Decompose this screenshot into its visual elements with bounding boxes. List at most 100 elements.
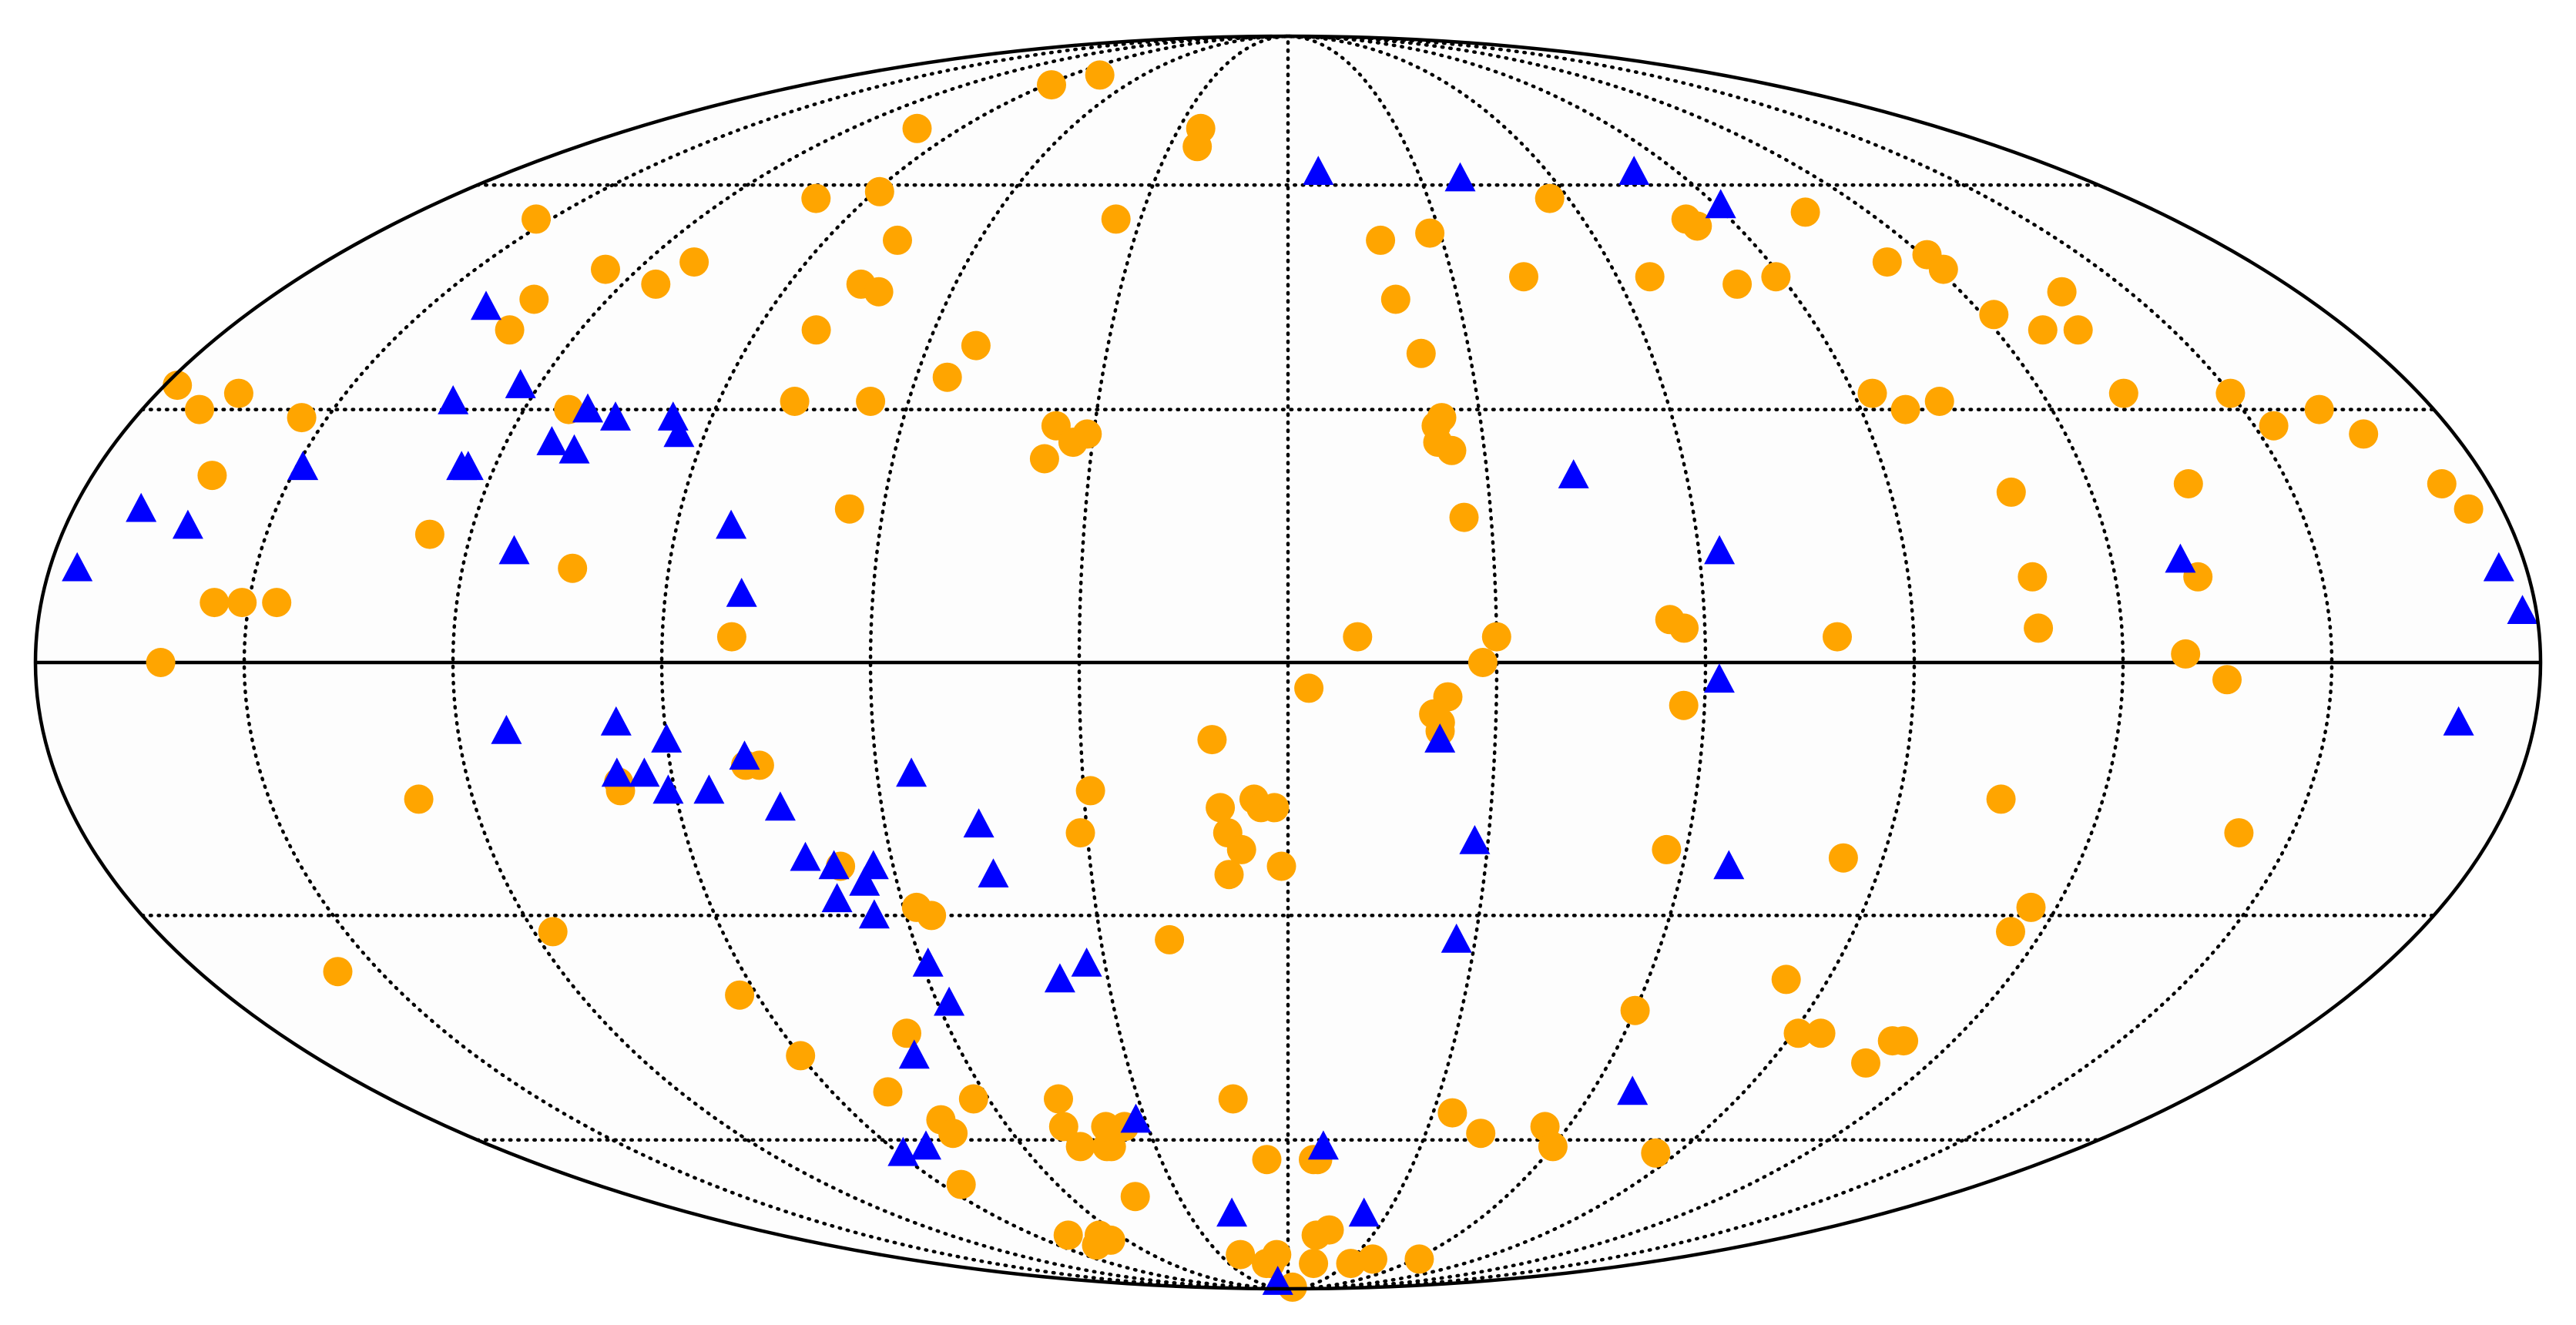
circle-data-point xyxy=(1509,262,1538,292)
circle-data-point xyxy=(2349,419,2379,449)
triangle-data-point xyxy=(849,866,880,896)
triangle-data-point xyxy=(1120,1103,1152,1133)
triangle-data-point xyxy=(600,401,631,431)
circle-data-point xyxy=(1366,225,1396,255)
circle-data-point xyxy=(716,622,746,652)
circle-data-point xyxy=(2108,378,2138,408)
meridian-line xyxy=(1286,34,2334,1291)
circle-data-point xyxy=(1343,622,1373,652)
triangle-data-point xyxy=(491,715,522,744)
circle-data-point xyxy=(946,1169,976,1199)
circle-data-point xyxy=(2215,378,2246,408)
circle-data-point xyxy=(1186,113,1216,143)
circle-data-point xyxy=(641,269,671,299)
circle-data-point xyxy=(1433,682,1463,712)
circle-data-point xyxy=(1857,378,1887,408)
triangle-data-point xyxy=(963,808,995,838)
triangle-data-point xyxy=(471,290,501,320)
circle-data-point xyxy=(2028,315,2058,345)
triangle-data-point xyxy=(498,535,530,565)
circle-data-point xyxy=(1259,793,1290,823)
circle-data-point xyxy=(1890,394,1920,424)
circle-data-point xyxy=(223,378,253,408)
circle-data-point xyxy=(227,588,257,618)
circle-data-point xyxy=(2171,639,2201,669)
circle-data-point xyxy=(1979,300,2009,330)
meridian-line xyxy=(451,34,1290,1291)
circle-data-point xyxy=(323,957,353,987)
triangle-data-point xyxy=(452,451,484,481)
circle-data-point xyxy=(1072,419,1102,449)
meridian-line xyxy=(242,34,1290,1291)
circle-data-point xyxy=(1652,834,1682,864)
circle-data-point xyxy=(1467,648,1498,677)
circle-data-point xyxy=(2016,892,2046,922)
meridian-line xyxy=(1286,34,1708,1291)
circle-data-point xyxy=(1299,1249,1329,1279)
triangle-data-point xyxy=(1216,1197,1248,1227)
circle-data-point xyxy=(932,362,962,392)
circle-data-point xyxy=(538,917,568,947)
circle-data-point xyxy=(1437,1098,1467,1128)
circle-data-point xyxy=(1806,1018,1836,1048)
circle-data-point xyxy=(1044,1084,1073,1114)
circle-data-point xyxy=(1466,1119,1496,1149)
circle-data-point xyxy=(1266,851,1296,881)
circle-data-point xyxy=(2212,665,2242,695)
circle-data-point xyxy=(1924,387,1954,416)
triangle-data-point xyxy=(652,774,684,804)
triangle-data-point xyxy=(1704,535,1736,565)
triangle-data-point xyxy=(726,578,757,607)
triangle-data-point xyxy=(1348,1197,1380,1227)
triangle-data-point xyxy=(505,369,536,398)
triangle-data-point xyxy=(764,791,796,821)
circle-data-point xyxy=(1065,818,1095,848)
circle-data-point xyxy=(2024,613,2054,643)
circle-data-point xyxy=(146,648,176,677)
triangle-data-point xyxy=(536,426,568,455)
circle-data-point xyxy=(1294,673,1324,703)
circle-data-point xyxy=(1669,690,1699,720)
circle-data-point xyxy=(1535,183,1565,213)
circle-data-point xyxy=(864,277,894,307)
circle-data-point xyxy=(1449,502,1479,532)
triangle-data-point xyxy=(558,434,590,464)
triangle-data-point xyxy=(1705,189,1736,219)
triangle-data-point xyxy=(2507,595,2538,624)
triangle-data-point xyxy=(978,858,1009,887)
circle-data-point xyxy=(1641,1138,1671,1168)
triangle-data-point xyxy=(1441,923,1472,953)
circle-data-point xyxy=(1823,622,1852,652)
circle-data-point xyxy=(1771,964,1801,995)
circle-data-point xyxy=(1928,254,1958,284)
circle-data-point xyxy=(558,553,588,583)
circle-data-point xyxy=(1120,1182,1150,1212)
circle-data-point xyxy=(1095,1225,1125,1255)
circle-data-point xyxy=(834,494,864,524)
circle-data-point xyxy=(958,1084,988,1114)
data-markers xyxy=(62,60,2538,1302)
circle-data-point xyxy=(873,1077,903,1107)
triangle-data-point xyxy=(172,509,203,539)
circle-data-point xyxy=(1996,477,2026,507)
triangle-data-point xyxy=(1424,723,1456,753)
circle-data-point xyxy=(2304,394,2334,424)
circle-data-point xyxy=(1722,269,1753,299)
circle-data-point xyxy=(1996,917,2025,947)
circle-data-point xyxy=(917,901,947,931)
circle-data-point xyxy=(2259,411,2289,441)
circle-data-point xyxy=(1252,1145,1282,1175)
triangle-data-point xyxy=(821,883,853,913)
circle-data-point xyxy=(2454,494,2484,524)
circle-data-point xyxy=(1404,1244,1434,1274)
circle-data-point xyxy=(1226,834,1256,864)
circle-data-point xyxy=(1206,793,1236,823)
triangle-data-point xyxy=(716,509,747,539)
triangle-data-point xyxy=(1444,162,1476,192)
circle-data-point xyxy=(1761,262,1791,292)
circle-data-point xyxy=(2018,562,2048,592)
circle-data-point xyxy=(1415,218,1445,248)
triangle-data-point xyxy=(572,393,603,423)
circle-data-point xyxy=(1262,1239,1292,1270)
triangle-data-point xyxy=(729,740,760,770)
